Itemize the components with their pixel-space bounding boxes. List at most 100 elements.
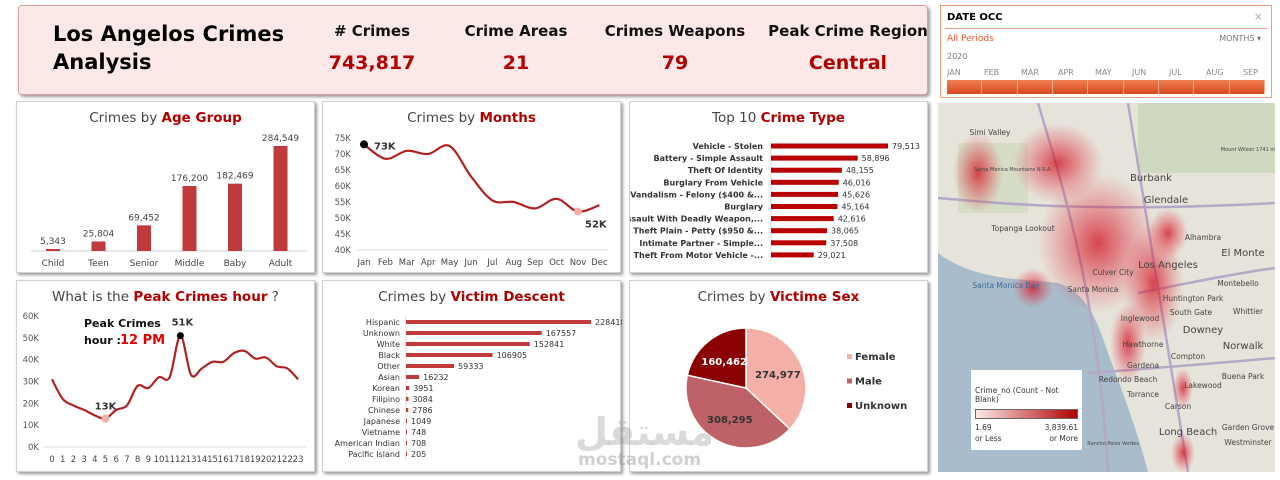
timeline-month-label[interactable]: JUL [1169,68,1182,77]
map-place-label: Simi Valley [970,128,1012,137]
heat-blob [1171,433,1195,472]
all-periods-label[interactable]: All Periods [947,34,994,44]
time-level-dropdown[interactable]: MONTHS ▾ [1219,34,1261,43]
max-marker [176,332,184,340]
bar [406,364,455,368]
y-tick-label: 50K [335,214,352,224]
min-marker [574,207,582,216]
x-tick-label: Adult [269,259,293,269]
timeline-month-segment[interactable] [1124,80,1159,94]
bar [406,452,407,456]
annotation-label: 13K [95,402,118,413]
bar [406,353,493,357]
data-label: 205 [411,450,426,459]
timeline-month-label[interactable]: FEB [984,68,1000,77]
timeline-month-segment[interactable] [982,80,1018,94]
timeline-month-segment[interactable] [947,80,983,94]
bar [771,252,814,258]
max-marker [360,140,368,149]
timeline-month-label[interactable]: APR [1058,68,1074,77]
x-tick-label: 3 [81,455,86,465]
timeline-month-label[interactable]: MAY [1095,68,1112,77]
heat-blob [953,133,1003,213]
data-label: 45,164 [841,203,869,212]
category-label: Other [377,362,400,371]
annotation-label: 51K [172,318,195,329]
timeline-month-segment[interactable] [1194,80,1230,94]
map-legend: Crime_no (Count - Not Blank) 1.69 3,839.6… [971,370,1082,450]
y-tick-label: 0K [28,443,39,453]
timeline-month-label[interactable]: SEP [1243,68,1258,77]
filter-clear-icon[interactable]: ⨯ [1253,10,1263,23]
kpi-region: Peak Crime Region Central [762,22,934,74]
data-label: 176,200 [171,174,208,184]
x-tick-label: 20 [261,455,272,465]
kpi-areas: Crime Areas 21 [431,22,601,74]
data-label: 3084 [412,395,432,404]
x-tick-label: Middle [175,259,205,269]
y-tick-label: 60K [335,182,352,192]
bar [771,191,839,197]
map-place-label: Topanga Lookout [990,224,1054,233]
y-tick-label: 60K [23,312,40,322]
timeline-month-label[interactable]: JUN [1132,68,1147,77]
kpi-crimes: # Crimes 743,817 [287,22,457,74]
timeline-month-label[interactable]: AUG [1206,68,1224,77]
y-tick-label: 55K [335,198,352,208]
watermark-logo: مستقل [575,410,714,454]
date-timeline-slicer[interactable]: DATE OCC ⨯ All Periods MONTHS ▾ 2020 JAN… [940,5,1272,98]
category-label: Burglary [724,203,764,212]
bar [771,240,827,246]
legend-min: 1.69 [975,423,992,432]
time-level-value: MONTHS [1219,34,1255,43]
map-place-label: Lakewood [1184,381,1222,390]
chart-svg: 5,343 Child 25,804 Teen 69,452 Senior 176,200 M… [31,134,307,269]
map-place-label: Westminster [1224,438,1272,447]
chart-title: Top 10 Crime Type [630,110,927,126]
x-tick-label: Apr [421,258,436,268]
bar [406,408,409,412]
chart-title-part: Crimes by [89,110,162,126]
data-label: 59333 [458,362,483,371]
timeline-month-segment[interactable] [1159,80,1195,94]
category-label: Vehicle - Stolen [693,142,764,151]
y-tick-label: 70K [335,150,352,160]
x-tick-label: 2 [71,455,76,465]
data-label: 79,513 [892,142,920,151]
data-label: 5,343 [40,237,66,247]
legend-min-note: or Less [975,434,1002,443]
chart-title-part: Months [479,110,536,126]
timeline-month-label[interactable]: MAR [1021,68,1039,77]
min-marker [101,414,110,423]
y-tick-label: 50K [23,334,40,344]
timeline-month-segment[interactable] [1230,80,1265,94]
timeline-month-segment[interactable] [1018,80,1053,94]
x-tick-label: Baby [224,259,247,269]
chart-title: Crimes by Victime Sex [630,289,927,305]
chart-svg: 40K 45K 50K 55K 60K 65K 70K 75K Jan Feb Mar Apr May J… [335,134,608,268]
bar [91,241,106,251]
data-label: 25,804 [83,229,115,239]
category-label: Black [378,351,400,360]
map-place-label: Alhambra [1185,233,1221,242]
data-label: 152841 [534,340,565,349]
map-place-label: Redondo Beach [1099,375,1158,384]
chart-svg: Hispanic 228418 Unknown 167557 White 152841 Bl… [335,316,622,460]
x-tick-label: 15 [207,455,218,465]
data-label: 1049 [411,417,431,426]
kpi-value: 79 [661,52,689,74]
category-label: Assault With Deadly Weapon,... [630,215,763,224]
chart-title-part: What is the [52,289,134,305]
y-tick-label: 65K [335,166,352,176]
map-place-label: Gardena [1127,361,1159,370]
x-tick-label: 22 [282,455,293,465]
crime-heat-map[interactable]: Simi Valley Santa Monica Mountains N.R.A.… [938,103,1275,472]
timeline-month-segment[interactable] [1053,80,1089,94]
timeline-month-segment[interactable] [1088,80,1124,94]
map-place-label: Glendale [1144,195,1188,206]
category-label: American Indian [335,439,400,448]
timeline-bar[interactable] [947,80,1265,94]
victim-sex-chart: Crimes by Victime Sex 274,977 Female 308,29… [629,280,928,472]
pie-slice [685,374,791,449]
timeline-month-label[interactable]: JAN [947,68,961,77]
